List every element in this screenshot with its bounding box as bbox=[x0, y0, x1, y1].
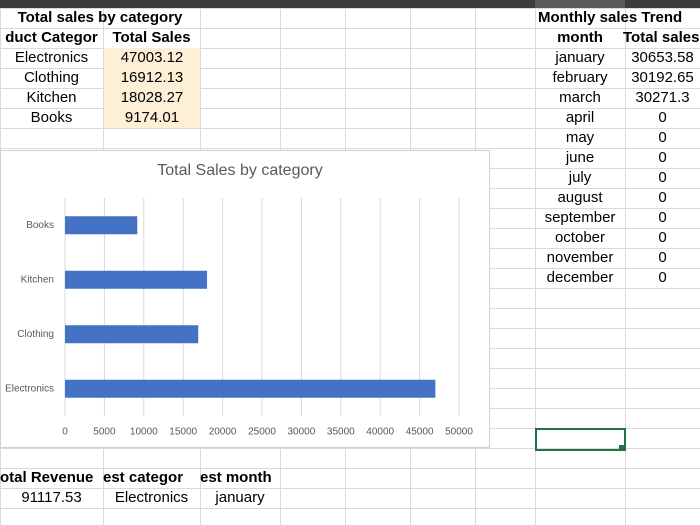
table-title: Monthly sales Trend bbox=[538, 9, 683, 26]
y-tick-label: Electronics bbox=[5, 383, 54, 394]
chart: Total Sales by category 0 5000 10000 15000 2… bbox=[0, 150, 490, 448]
cell: 30271.3 bbox=[635, 89, 690, 106]
cell: Clothing bbox=[23, 69, 80, 86]
cell: september bbox=[544, 209, 616, 226]
selected-cell[interactable] bbox=[535, 428, 626, 451]
column-header: Total sales bbox=[623, 29, 700, 46]
cell: 9174.01 bbox=[104, 108, 200, 128]
cell: 47003.12 bbox=[104, 48, 200, 68]
cell: Electronics bbox=[14, 49, 89, 66]
cell: 0 bbox=[658, 249, 667, 266]
cell: july bbox=[568, 169, 592, 186]
summary-value: january bbox=[215, 489, 265, 506]
cell: 16912.13 bbox=[104, 68, 200, 88]
x-tick-label: 40000 bbox=[366, 427, 394, 438]
x-tick-label: 0 bbox=[62, 427, 68, 438]
cell: Books bbox=[30, 109, 73, 126]
cell: january bbox=[555, 49, 605, 66]
x-tick-label: 5000 bbox=[93, 427, 116, 438]
cell: 0 bbox=[658, 129, 667, 146]
table-title: Total sales by category bbox=[17, 9, 183, 26]
summary-header: otal Revenue bbox=[0, 469, 94, 486]
cell: february bbox=[552, 69, 608, 86]
cell: april bbox=[565, 109, 595, 126]
y-tick-label: Clothing bbox=[17, 329, 54, 340]
bar bbox=[65, 379, 436, 398]
column-header: month bbox=[557, 29, 603, 46]
y-tick-label: Kitchen bbox=[21, 274, 54, 285]
y-tick-label: Books bbox=[26, 220, 54, 231]
chart-title: Total Sales by category bbox=[157, 162, 322, 179]
cell: may bbox=[565, 129, 595, 146]
cell: 30192.65 bbox=[631, 69, 694, 86]
cell: 0 bbox=[658, 189, 667, 206]
x-tick-label: 50000 bbox=[445, 427, 473, 438]
x-tick-label: 20000 bbox=[209, 427, 237, 438]
cell: 0 bbox=[658, 169, 667, 186]
bar bbox=[65, 270, 208, 289]
column-header: Total Sales bbox=[112, 29, 191, 46]
bar bbox=[65, 216, 138, 235]
x-tick-label: 45000 bbox=[406, 427, 434, 438]
column-header-strip bbox=[0, 0, 700, 8]
cell: march bbox=[559, 89, 601, 106]
cell: 18028.27 bbox=[104, 88, 200, 108]
summary-value: 91117.53 bbox=[21, 489, 82, 506]
cell: 0 bbox=[658, 209, 667, 226]
x-tick-label: 35000 bbox=[327, 427, 355, 438]
bar bbox=[65, 325, 199, 344]
x-tick-label: 25000 bbox=[248, 427, 276, 438]
cell: 0 bbox=[658, 109, 667, 126]
chart-area bbox=[0, 150, 490, 448]
cell: august bbox=[557, 189, 603, 206]
x-tick-label: 30000 bbox=[287, 427, 315, 438]
cell: 0 bbox=[658, 149, 667, 166]
cell: 30653.58 bbox=[631, 49, 694, 66]
summary-header: est month bbox=[200, 469, 272, 486]
summary-value: Electronics bbox=[114, 489, 189, 506]
x-tick-label: 10000 bbox=[130, 427, 158, 438]
cell: Kitchen bbox=[26, 89, 77, 106]
cell: december bbox=[546, 269, 614, 286]
cell: 0 bbox=[658, 269, 667, 286]
x-tick-label: 15000 bbox=[169, 427, 197, 438]
column-header: duct Categor bbox=[5, 29, 98, 46]
cell: november bbox=[546, 249, 614, 266]
fill-handle[interactable] bbox=[619, 445, 625, 451]
cell: 0 bbox=[658, 229, 667, 246]
cell: october bbox=[554, 229, 606, 246]
cell: june bbox=[565, 149, 595, 166]
summary-header: est categor bbox=[103, 469, 184, 486]
selected-column-header bbox=[535, 0, 625, 8]
